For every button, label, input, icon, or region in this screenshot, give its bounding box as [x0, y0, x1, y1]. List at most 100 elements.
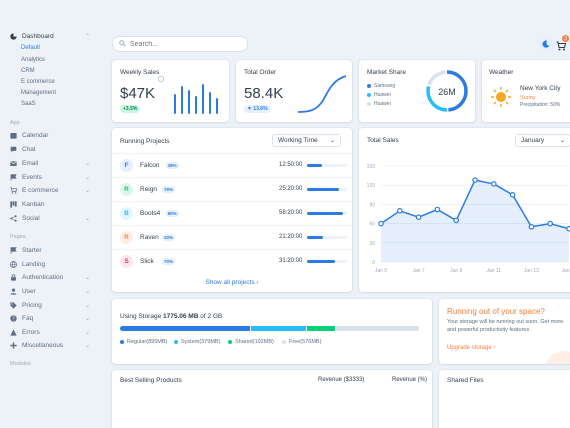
sidebar-item-label: Events	[22, 174, 42, 181]
legend-label: Free(576MB)	[289, 339, 322, 345]
legend-dot	[367, 102, 371, 106]
calendar-icon	[10, 132, 17, 139]
weather-precip: Precipitation: 50%	[520, 102, 561, 108]
pie-chart-icon	[10, 33, 17, 40]
sidebar-item-ecommerce[interactable]: E commerce ⌄	[10, 187, 90, 194]
sidebar-item-email[interactable]: Email ⌄	[10, 160, 90, 167]
card-title: Running Projects	[120, 138, 170, 145]
show-all-projects-link[interactable]: Show all projects ›	[205, 279, 259, 286]
data-point[interactable]	[415, 214, 422, 221]
legend-dot	[367, 84, 371, 88]
sidebar-item-social[interactable]: Social ⌄	[10, 215, 90, 222]
legend-label: System(379MB)	[181, 339, 221, 345]
y-tick-label: 0	[372, 260, 375, 266]
project-row[interactable]: B Boots4 90% 58:20:00	[112, 201, 352, 225]
chevron-down-icon: ⌄	[84, 343, 90, 349]
series-area	[381, 180, 569, 262]
y-tick-label: 30	[369, 241, 375, 247]
sidebar-sub-crm[interactable]: CRM	[21, 68, 35, 74]
sidebar-sub-saas[interactable]: SaaS	[21, 101, 36, 107]
cart-icon	[10, 187, 17, 194]
project-row[interactable]: S Slick 70% 31:20:00	[112, 249, 352, 273]
cart-icon	[556, 38, 567, 55]
market-share-center: 26M	[438, 87, 456, 97]
project-row[interactable]: R Raven 40% 21:20:00	[112, 225, 352, 249]
legend-dot	[367, 93, 371, 97]
data-point[interactable]	[491, 181, 497, 187]
data-point[interactable]	[528, 224, 535, 230]
chevron-down-icon: ⌄	[84, 316, 90, 322]
chevron-down-icon: ⌄	[84, 330, 90, 336]
card-title: Weekly Sales	[120, 69, 160, 76]
project-progress-fill	[307, 236, 323, 239]
chevron-down-icon: ⌄	[84, 289, 90, 295]
market-share-donut: 26M	[426, 70, 468, 112]
sidebar-sub-analytics[interactable]: Analytics	[21, 57, 46, 63]
storage-legend-item: Free(576MB)	[282, 339, 321, 345]
sidebar-item-miscellaneous[interactable]: Miscellaneous ⌄	[10, 342, 90, 349]
sidebar-sub-management[interactable]: Management	[21, 90, 57, 96]
data-point[interactable]	[378, 220, 384, 227]
column-header-revenue-pct[interactable]: Revenue (%)	[392, 377, 428, 383]
sidebar-item-errors[interactable]: Errors ⌄	[10, 329, 90, 336]
market-share-card: Market Share Samsung Huawei Huawei 26M	[359, 60, 475, 122]
cart-count-badge: 3	[562, 35, 569, 42]
search-input[interactable]	[130, 40, 240, 48]
sidebar-item-chat[interactable]: Chat	[10, 146, 90, 153]
sidebar-item-label: Calendar	[22, 132, 49, 139]
data-point[interactable]	[396, 207, 403, 214]
legend-dot	[228, 340, 232, 344]
sidebar-sub-default[interactable]: Default	[21, 45, 41, 51]
search-box[interactable]	[112, 36, 248, 52]
storage-used: 1775.06 MB	[163, 313, 199, 320]
card-title: Total Order	[244, 69, 277, 76]
legend-label: Shared(192MB)	[235, 339, 274, 345]
project-name: Falcon	[140, 162, 160, 169]
sidebar-section-app: App	[10, 120, 20, 126]
alert-icon	[10, 329, 17, 336]
data-point[interactable]	[547, 220, 554, 227]
sidebar-item-label: Chat	[22, 146, 36, 153]
data-point[interactable]	[509, 191, 516, 198]
sidebar-item-user[interactable]: User ⌄	[10, 288, 90, 295]
working-time-select[interactable]: Working Time ⌄	[272, 134, 341, 147]
y-tick-label: 90	[369, 202, 375, 208]
upgrade-storage-link[interactable]: Upgrade storage ›	[447, 345, 496, 351]
theme-toggle-button[interactable]	[538, 36, 554, 52]
user-icon	[10, 288, 17, 295]
sidebar-item-starter[interactable]: Starter	[10, 247, 90, 254]
column-header-revenue[interactable]: Revenue ($3333)	[318, 377, 365, 383]
project-progress-fill	[307, 188, 339, 191]
sidebar-item-landing[interactable]: Landing	[10, 261, 90, 268]
data-point[interactable]	[566, 225, 570, 232]
sidebar-item-dashboard[interactable]: Dashboard ⌃	[10, 33, 90, 40]
sidebar-item-calendar[interactable]: Calendar	[10, 132, 90, 139]
sidebar-item-authentication[interactable]: Authentication ⌄	[10, 274, 90, 281]
sidebar-sub-ecommerce[interactable]: E commerce	[21, 79, 55, 85]
chevron-up-icon: ⌃	[84, 34, 90, 40]
cart-button[interactable]: 3	[556, 35, 569, 51]
project-avatar: F	[120, 159, 133, 172]
project-percent-badge: 79%	[162, 186, 176, 193]
month-select[interactable]: January ⌄	[515, 134, 570, 147]
sidebar-item-label: Pricing	[22, 302, 42, 309]
card-title: Total Sales	[367, 137, 399, 144]
sidebar-item-pricing[interactable]: Pricing ⌄	[10, 302, 90, 309]
project-row[interactable]: F Falcon 38% 12:50:00	[112, 153, 352, 177]
weekly-sales-card: Weekly Sales $47K +3.5%	[112, 60, 229, 122]
storage-segment	[250, 326, 306, 331]
x-tick-label: Jan 11	[486, 268, 501, 274]
data-point[interactable]	[453, 217, 460, 224]
question-icon: ?	[10, 315, 17, 322]
sidebar-item-label: Starter	[22, 247, 42, 254]
sidebar-item-kanban[interactable]: Kanban	[10, 201, 90, 208]
weather-card: Weather New York City Sunny Precipitatio…	[482, 60, 570, 122]
data-point[interactable]	[434, 206, 441, 213]
project-row[interactable]: R Reign 79% 25:20:00	[112, 177, 352, 201]
weather-condition: Sunny	[520, 95, 536, 101]
storage-progress-bar	[120, 326, 420, 331]
info-icon	[158, 69, 164, 87]
sidebar-item-events[interactable]: Events ⌄	[10, 174, 90, 181]
data-point[interactable]	[472, 177, 478, 183]
sidebar-item-faq[interactable]: ? Faq ⌄	[10, 315, 90, 322]
